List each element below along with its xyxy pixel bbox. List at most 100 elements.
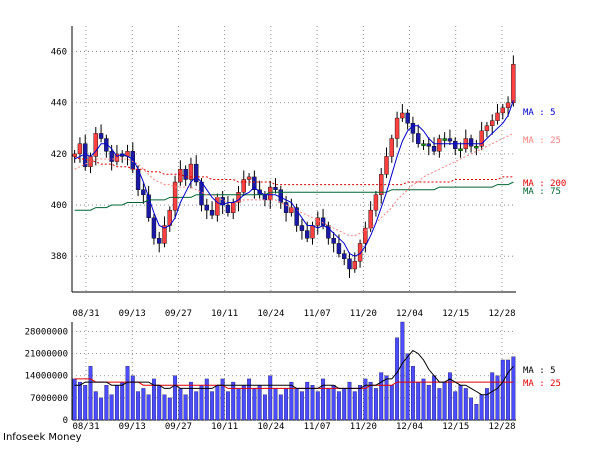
volume-bar — [490, 372, 495, 421]
volume-x-tick-label: 08/31 — [72, 422, 99, 432]
volume-bar — [241, 385, 246, 421]
candle-body — [299, 225, 305, 231]
candle-body — [283, 202, 289, 213]
volume-bar — [416, 381, 421, 421]
volume-bar — [453, 391, 458, 421]
volume-bar — [310, 385, 315, 421]
candle-body — [468, 138, 474, 147]
volume-y-tick-label: 14000000 — [25, 372, 68, 382]
volume-bar — [363, 378, 368, 421]
volume-x-tick-label: 09/13 — [119, 422, 146, 432]
price-x-tick-label: 09/13 — [119, 309, 146, 319]
candle-body — [130, 151, 135, 170]
volume-bar — [447, 372, 452, 421]
ma-25-line — [74, 132, 514, 237]
volume-bar — [204, 378, 209, 421]
volume-bar — [421, 378, 426, 421]
volume-bar — [379, 372, 384, 421]
volume-bar — [289, 381, 294, 421]
candle-body — [162, 225, 167, 244]
candle-body — [442, 138, 447, 141]
volume-bar — [410, 366, 415, 421]
candle-body — [495, 112, 500, 121]
volume-bar — [294, 388, 299, 421]
volume-bar — [162, 394, 167, 421]
volume-bar — [463, 388, 468, 421]
candle-body — [268, 186, 273, 201]
volume-bar — [437, 388, 442, 421]
candle-body — [273, 186, 278, 190]
volume-x-tick-label: 09/27 — [165, 422, 192, 432]
volume-bar — [120, 381, 125, 421]
volume-x-tick-label: 11/07 — [304, 422, 331, 432]
candle-body — [410, 122, 416, 134]
candle-body — [458, 148, 463, 151]
volume-bar — [178, 388, 183, 421]
volume-bar — [130, 375, 135, 421]
candle-body — [194, 163, 199, 183]
volume-bar — [405, 353, 410, 421]
volume-bar — [352, 391, 357, 421]
candle-body — [484, 125, 490, 132]
volume-bar — [321, 378, 326, 421]
price-x-tick-label: 12/15 — [442, 309, 469, 319]
price-y-tick-label: 440 — [51, 99, 67, 109]
credit-label: Infoseek Money — [3, 432, 82, 443]
candle-body — [368, 209, 373, 229]
candle-body — [453, 140, 458, 149]
price-x-tick-label: 08/31 — [72, 309, 99, 319]
volume-bar — [173, 375, 178, 421]
volume-x-tick-label: 12/28 — [488, 422, 515, 432]
volume-y-tick-label: 0 — [63, 416, 68, 426]
ma-200-line — [74, 155, 514, 186]
candle-body — [262, 194, 268, 201]
candle-body — [93, 133, 98, 157]
candle-body — [357, 243, 363, 262]
candle-body — [336, 243, 342, 254]
volume-bar — [257, 385, 262, 421]
volume-bar — [368, 381, 373, 421]
volume-bar — [194, 391, 199, 421]
volume-bar — [210, 391, 215, 421]
price-y-tick-label: 380 — [51, 252, 67, 262]
volume-bar — [225, 391, 230, 421]
price-x-tick-label: 09/27 — [165, 309, 192, 319]
price-legend-label: MA : 200 — [523, 179, 566, 189]
volume-x-tick-label: 10/24 — [257, 422, 284, 432]
volume-bar — [199, 385, 204, 421]
candle-body — [347, 258, 352, 270]
volume-x-tick-label: 12/04 — [396, 422, 423, 432]
price-legend-label: MA : 75 — [523, 187, 561, 197]
candle-body — [474, 146, 479, 149]
candle-body — [352, 261, 357, 270]
candle-body — [172, 181, 178, 211]
candle-body — [178, 169, 183, 183]
ma-75-line — [74, 181, 514, 211]
candle-body — [400, 112, 405, 119]
candle-body — [278, 189, 283, 203]
candle-body — [320, 217, 326, 226]
volume-bar — [458, 385, 463, 421]
candle-body — [114, 153, 120, 162]
candle-body — [426, 143, 431, 147]
price-y-tick-label: 400 — [51, 201, 67, 211]
price-x-tick-label: 10/24 — [257, 309, 284, 319]
volume-bar — [373, 388, 378, 421]
volume-bar — [331, 385, 336, 421]
candle-body — [421, 143, 426, 146]
volume-bar — [231, 381, 236, 421]
volume-bar — [342, 388, 347, 421]
volume-y-tick-label: 28000000 — [25, 327, 68, 337]
candle-body — [363, 227, 368, 244]
candle-body — [199, 181, 204, 206]
volume-bar — [500, 359, 505, 421]
volume-bar — [479, 394, 484, 421]
volume-bar — [236, 388, 241, 421]
volume-bar — [167, 397, 172, 421]
candle-body — [373, 194, 379, 211]
volume-bar — [299, 391, 304, 421]
candle-body — [183, 169, 188, 180]
price-legend-label: MA : 25 — [523, 136, 561, 146]
volume-y-tick-label: 7000000 — [30, 394, 68, 404]
price-y-tick-label: 460 — [51, 48, 67, 58]
